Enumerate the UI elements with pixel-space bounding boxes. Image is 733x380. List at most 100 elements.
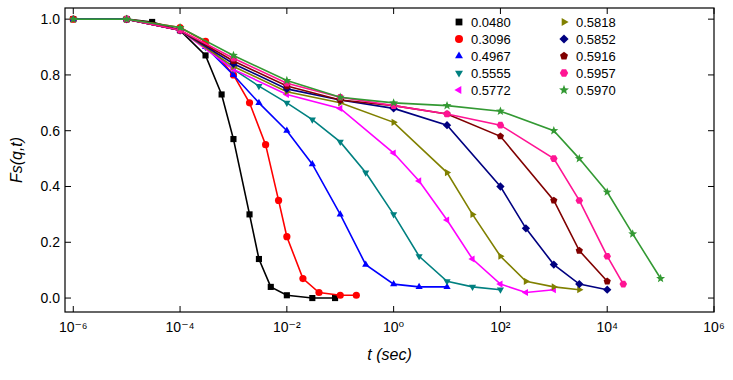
- data-point: [246, 99, 253, 106]
- data-point: [255, 99, 262, 105]
- ticks: [65, 8, 714, 312]
- legend-label: 0.4967: [471, 49, 511, 64]
- data-point: [576, 197, 584, 204]
- data-point: [362, 260, 369, 266]
- x-tick: [393, 306, 394, 312]
- data-point: [549, 126, 558, 134]
- plot-area: [69, 14, 665, 301]
- data-point: [389, 98, 398, 106]
- data-point: [262, 141, 269, 148]
- y-tick-label: 0.4: [41, 178, 61, 194]
- y-tick: [65, 242, 71, 243]
- data-point: [282, 76, 291, 84]
- series: [123, 17, 504, 294]
- data-point: [443, 110, 450, 117]
- series-line: [127, 19, 624, 284]
- series: [69, 14, 665, 282]
- legend-marker: [455, 71, 463, 78]
- data-point: [522, 224, 530, 232]
- data-point: [336, 105, 342, 112]
- data-point: [628, 229, 637, 237]
- data-point: [202, 52, 208, 58]
- x-tick: [286, 8, 287, 14]
- x-tick-label: 10⁻⁴: [166, 319, 195, 335]
- data-point: [550, 197, 557, 204]
- y-tick-label: 1.0: [41, 11, 61, 27]
- data-point: [69, 14, 78, 22]
- data-point: [176, 23, 185, 31]
- x-tick-label: 10⁻²: [273, 319, 301, 335]
- y-tick: [708, 130, 714, 131]
- data-point: [336, 93, 345, 101]
- y-tick: [708, 242, 714, 243]
- data-point: [390, 212, 397, 218]
- data-point: [353, 292, 360, 299]
- data-point: [392, 119, 398, 126]
- data-point: [256, 256, 262, 262]
- x-tick-label: 10²: [490, 319, 511, 335]
- data-point: [309, 117, 316, 123]
- data-point: [522, 289, 528, 296]
- legend: 0.04800.30960.49670.55550.57720.58180.58…: [454, 15, 615, 98]
- data-point: [283, 101, 290, 107]
- legend-label: 0.3096: [471, 32, 511, 47]
- series-line: [127, 19, 608, 290]
- data-point: [603, 286, 611, 294]
- series: [123, 16, 627, 288]
- series: [123, 15, 611, 284]
- data-point: [656, 274, 665, 282]
- data-point: [496, 107, 505, 115]
- legend-marker: [560, 52, 568, 60]
- legend-label: 0.5970: [576, 83, 616, 98]
- data-point: [390, 149, 396, 156]
- data-point: [299, 275, 306, 282]
- x-tick: [500, 8, 501, 14]
- data-point: [575, 154, 584, 162]
- legend-label: 0.5916: [576, 49, 616, 64]
- x-tick-label: 10⁴: [596, 319, 618, 335]
- legend-label: 0.5772: [471, 83, 511, 98]
- data-point: [283, 127, 290, 133]
- series-line: [73, 19, 447, 287]
- data-point: [497, 122, 505, 129]
- data-point: [498, 253, 504, 260]
- series-line: [127, 19, 501, 290]
- data-point: [443, 279, 450, 285]
- data-point: [497, 133, 504, 140]
- legend-marker: [562, 18, 569, 26]
- data-point: [230, 136, 236, 142]
- data-point: [604, 278, 611, 285]
- data-point: [337, 140, 344, 146]
- series-line: [73, 19, 356, 295]
- x-tick: [73, 8, 74, 14]
- data-point: [337, 292, 344, 299]
- legend-label: 0.5852: [576, 32, 616, 47]
- data-point: [362, 170, 369, 176]
- data-point: [309, 160, 316, 166]
- x-tick: [393, 8, 394, 14]
- series: [70, 16, 360, 299]
- y-tick-label: 0.2: [41, 234, 61, 250]
- data-point: [603, 253, 611, 260]
- legend-marker: [560, 69, 568, 76]
- x-tick: [286, 306, 287, 312]
- data-point: [443, 101, 452, 109]
- y-tick-label: 0.8: [41, 67, 61, 83]
- data-point: [122, 14, 131, 22]
- y-tick: [65, 130, 71, 131]
- y-tick: [65, 186, 71, 187]
- x-tick: [607, 306, 608, 312]
- y-tick: [708, 74, 714, 75]
- data-point: [603, 187, 612, 195]
- x-tick-label: 10⁶: [703, 319, 724, 335]
- data-point: [416, 283, 423, 289]
- data-point: [337, 210, 344, 216]
- y-tick: [708, 186, 714, 187]
- x-tick-label: 10⁻⁶: [59, 319, 88, 335]
- data-point: [219, 91, 225, 97]
- data-point: [309, 295, 315, 301]
- y-tick-label: 0.0: [41, 290, 61, 306]
- data-point: [123, 15, 130, 22]
- series: [70, 16, 338, 301]
- legend-marker: [559, 34, 568, 43]
